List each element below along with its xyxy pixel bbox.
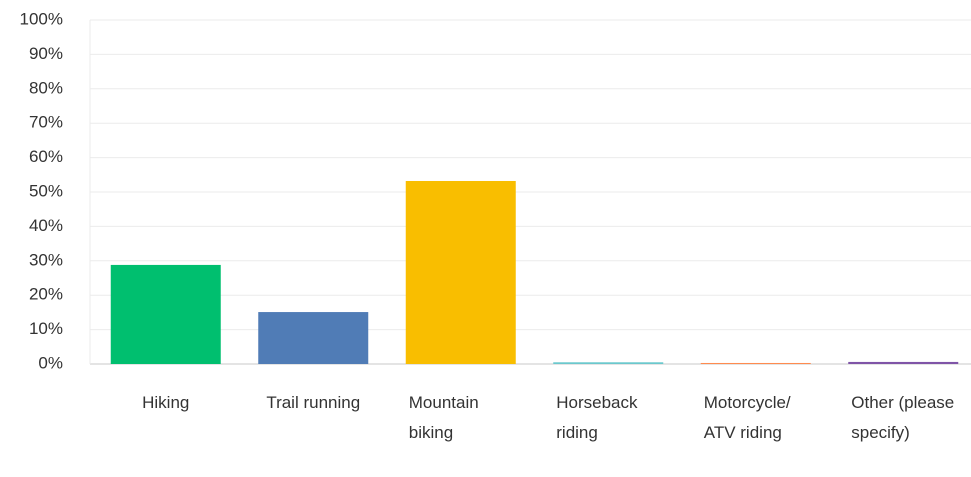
bar (700, 362, 811, 364)
y-tick-label: 60% (29, 147, 63, 166)
x-tick-label-box: Trail running (238, 388, 388, 418)
x-tick-label: Horseback riding (556, 393, 638, 442)
bar (553, 362, 664, 364)
x-tick-label-box: Mountain biking (386, 388, 536, 448)
bar (110, 264, 221, 364)
y-tick-label: 20% (29, 285, 63, 304)
bar (848, 361, 959, 364)
x-tick-label: Hiking (142, 393, 190, 412)
x-tick-label-box: Horseback riding (533, 388, 683, 448)
x-tick-label-box: Other (please specify) (828, 388, 971, 448)
bar (258, 312, 369, 364)
y-tick-label: 40% (29, 216, 63, 235)
y-tick-label: 50% (29, 181, 63, 200)
x-tick-label: Motorcycle/ ATV riding (703, 393, 791, 442)
y-tick-label: 80% (29, 78, 63, 97)
y-tick-label: 90% (29, 44, 63, 63)
y-tick-label: 0% (38, 353, 63, 372)
y-tick-label: 10% (29, 319, 63, 338)
bar (405, 180, 516, 364)
x-tick-label-box: Hiking (91, 388, 241, 418)
y-tick-label: 70% (29, 113, 63, 132)
y-tick-label: 30% (29, 250, 63, 269)
y-tick-label: 100% (20, 9, 63, 28)
x-tick-label: Trail running (266, 393, 361, 412)
x-tick-label-box: Motorcycle/ ATV riding (681, 388, 831, 448)
x-tick-label: Other (please specify) (851, 393, 955, 442)
x-tick-label: Mountain biking (408, 393, 479, 442)
